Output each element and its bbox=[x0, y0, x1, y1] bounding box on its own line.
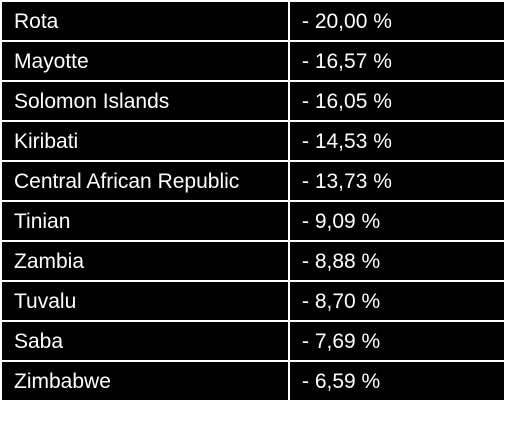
country-cell: Saba bbox=[0, 320, 290, 362]
change-cell: - 16,57 % bbox=[288, 40, 506, 82]
table-row: Tuvalu - 8,70 % bbox=[0, 280, 506, 322]
table-row: Zambia - 8,88 % bbox=[0, 240, 506, 282]
change-cell: - 20,00 % bbox=[288, 0, 506, 42]
table-row: Solomon Islands - 16,05 % bbox=[0, 80, 506, 122]
table-row: Central African Republic - 13,73 % bbox=[0, 160, 506, 202]
change-cell: - 8,70 % bbox=[288, 280, 506, 322]
change-cell: - 13,73 % bbox=[288, 160, 506, 202]
change-cell: - 8,88 % bbox=[288, 240, 506, 282]
change-cell: - 7,69 % bbox=[288, 320, 506, 362]
table-body: Rota - 20,00 % Mayotte - 16,57 % Solomon Isl… bbox=[0, 0, 506, 402]
table-row: Zimbabwe - 6,59 % bbox=[0, 360, 506, 402]
change-cell: - 14,53 % bbox=[288, 120, 506, 162]
country-cell: Zambia bbox=[0, 240, 290, 282]
table-row: Kiribati - 14,53 % bbox=[0, 120, 506, 162]
change-cell: - 16,05 % bbox=[288, 80, 506, 122]
table-row: Saba - 7,69 % bbox=[0, 320, 506, 362]
country-cell: Zimbabwe bbox=[0, 360, 290, 402]
table-row: Mayotte - 16,57 % bbox=[0, 40, 506, 82]
country-cell: Kiribati bbox=[0, 120, 290, 162]
country-cell: Central African Republic bbox=[0, 160, 290, 202]
change-cell: - 9,09 % bbox=[288, 200, 506, 242]
table-row: Tinian - 9,09 % bbox=[0, 200, 506, 242]
change-cell: - 6,59 % bbox=[288, 360, 506, 402]
data-table: Rota - 20,00 % Mayotte - 16,57 % Solomon Isl… bbox=[0, 0, 506, 402]
country-cell: Solomon Islands bbox=[0, 80, 290, 122]
country-cell: Tinian bbox=[0, 200, 290, 242]
country-cell: Tuvalu bbox=[0, 280, 290, 322]
country-cell: Mayotte bbox=[0, 40, 290, 82]
country-cell: Rota bbox=[0, 0, 290, 42]
table-row: Rota - 20,00 % bbox=[0, 0, 506, 42]
